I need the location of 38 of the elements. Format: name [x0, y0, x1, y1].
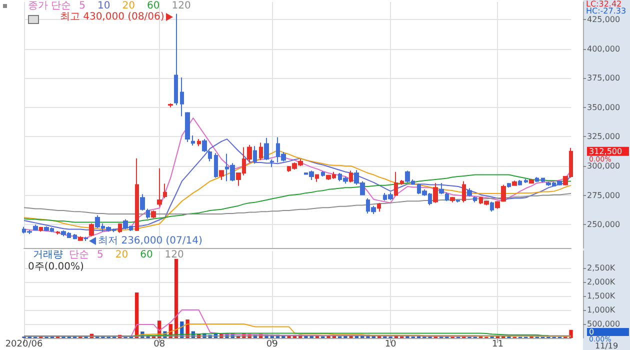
- y-tick-label: 275,000: [587, 190, 620, 200]
- text: 0: [589, 328, 594, 336]
- text: 5: [79, 0, 86, 12]
- text: 거래량: [33, 250, 63, 260]
- y-tick-label: 2,000K: [587, 277, 616, 286]
- y-tick-label: 350,000: [587, 102, 620, 112]
- text: 10: [98, 0, 110, 12]
- text: 120: [172, 0, 191, 12]
- text: 0주(0.00%): [28, 262, 84, 272]
- text: 120: [164, 250, 184, 260]
- y-tick-label: 1,000K: [587, 305, 616, 314]
- annotation: 최저 236,000 (07/14): [98, 235, 202, 246]
- x-tick-label: 10: [384, 340, 397, 350]
- x-tick-label: 11: [492, 340, 504, 350]
- y-tick-label: 300,000: [587, 162, 620, 170]
- legend-title: 단순: [69, 250, 89, 260]
- text: 20: [115, 250, 128, 260]
- y-tick-label: 250,000: [587, 220, 620, 230]
- text: 5: [97, 250, 104, 260]
- text: 60: [146, 0, 160, 12]
- text: 312,500: [589, 146, 622, 156]
- y-tick-label: 2,500K: [587, 263, 616, 272]
- annotation: 최고 430,000 (08/06): [60, 12, 164, 22]
- y-tick-label: 425,000: [587, 15, 620, 24]
- y-tick-label: 325,000: [587, 132, 620, 142]
- text: 60: [140, 250, 153, 260]
- y-tick-label: 1,500K: [587, 291, 616, 300]
- text: LC:32.42: [586, 0, 622, 8]
- y-tick-label: 375,000: [587, 74, 620, 83]
- text: 11/19: [595, 342, 618, 350]
- legend-title: 종가 단순: [28, 0, 72, 12]
- text: HC:-27.33: [586, 6, 626, 16]
- y-tick-label: 400,000: [587, 44, 620, 54]
- x-tick-label: 2020/06: [5, 340, 43, 350]
- text: 20: [122, 0, 135, 12]
- x-tick-label: 09: [266, 340, 278, 350]
- x-tick-label: 08: [154, 340, 166, 350]
- y-tick-label: 500,000: [587, 319, 620, 328]
